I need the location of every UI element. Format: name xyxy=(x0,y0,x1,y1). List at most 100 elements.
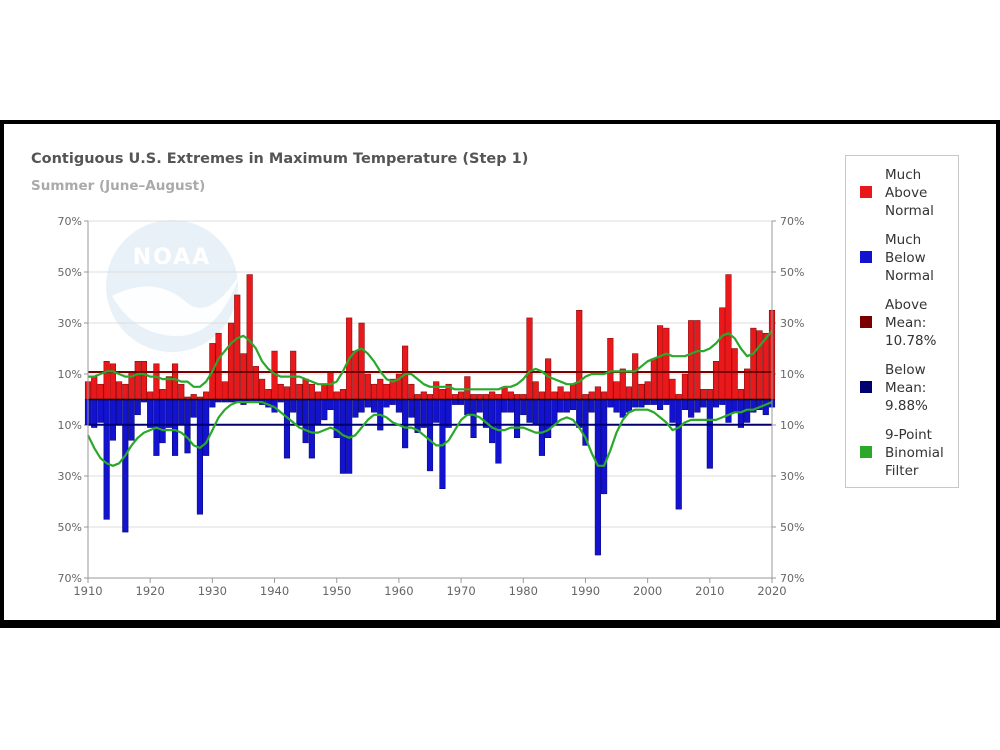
bar-much-above xyxy=(545,358,552,400)
y-tick-label-right: 10% xyxy=(780,368,804,381)
bar-much-below xyxy=(719,399,726,405)
y-tick-label-right: 10% xyxy=(780,419,804,432)
bar-much-above xyxy=(607,338,614,400)
y-tick-label-right: 70% xyxy=(780,572,804,585)
bar-much-above xyxy=(302,378,309,400)
bar-much-above xyxy=(147,391,154,400)
bar-much-below xyxy=(681,399,689,410)
y-tick-label: 70% xyxy=(58,215,82,228)
x-tick-label: 2020 xyxy=(757,584,786,598)
legend-swatch xyxy=(860,251,872,263)
legend-label-line: Mean: xyxy=(885,380,927,396)
bar-much-below xyxy=(165,399,172,428)
bar-much-below xyxy=(116,399,123,426)
bar-much-above xyxy=(737,389,744,400)
bar-much-below xyxy=(178,399,185,426)
bar-much-above xyxy=(744,368,751,400)
bar-much-below xyxy=(408,399,415,418)
bar-much-above xyxy=(588,391,595,400)
x-tick-label: 1960 xyxy=(384,584,413,598)
y-tick-label: 30% xyxy=(58,470,82,483)
legend-label-line: Normal xyxy=(885,268,934,284)
bar-much-below xyxy=(520,399,527,416)
bar-much-above xyxy=(234,294,241,400)
bar-much-above xyxy=(706,389,713,400)
y-tick-label: 10% xyxy=(58,419,82,432)
bar-much-above xyxy=(408,383,415,400)
bar-much-above xyxy=(675,394,682,400)
bar-much-above xyxy=(246,274,253,400)
bar-much-below xyxy=(607,399,614,408)
bar-much-below xyxy=(513,399,521,438)
bar-much-above xyxy=(315,391,322,400)
bar-much-below xyxy=(495,399,502,464)
bar-much-above xyxy=(619,368,626,400)
bar-much-below xyxy=(451,399,458,405)
legend-label-line: Above xyxy=(885,297,928,313)
y-tick-label: 50% xyxy=(58,266,82,279)
bar-much-above xyxy=(526,317,533,400)
bar-much-below xyxy=(632,399,639,408)
bar-much-below xyxy=(675,399,682,510)
bar-much-below xyxy=(762,399,769,416)
bar-much-below xyxy=(196,399,203,515)
legend-label-line: Binomial xyxy=(885,445,944,461)
legend-label-line: 10.78% xyxy=(885,333,937,349)
bar-much-above xyxy=(669,378,676,400)
bar-much-below xyxy=(290,399,297,413)
y-tick-label-right: 30% xyxy=(780,470,804,483)
bar-much-below xyxy=(91,399,98,428)
bar-much-above xyxy=(321,383,328,400)
x-tick-label: 2010 xyxy=(695,584,724,598)
legend-swatch xyxy=(860,446,872,458)
bar-much-below xyxy=(383,399,390,408)
bar-much-above xyxy=(650,358,657,400)
bar-much-above xyxy=(762,332,769,400)
bar-much-below xyxy=(358,399,365,413)
bar-much-below xyxy=(203,399,210,456)
bar-much-above xyxy=(663,327,670,400)
legend-label: Much Below Normal xyxy=(885,231,955,285)
bar-much-above xyxy=(203,391,210,400)
bar-much-below xyxy=(650,399,657,405)
filter-line-below xyxy=(87,401,773,467)
bar-much-above xyxy=(215,332,222,400)
bar-much-below xyxy=(159,399,166,444)
bar-much-above xyxy=(103,361,110,400)
y-tick-label-right: 70% xyxy=(780,215,804,228)
bar-much-below xyxy=(706,399,713,469)
bar-much-below xyxy=(501,399,508,413)
bar-much-below xyxy=(321,399,328,421)
x-tick-label: 1990 xyxy=(571,584,600,598)
chart-subtitle: Summer (June–August) xyxy=(31,178,206,194)
bar-much-above xyxy=(190,394,197,400)
bar-much-above xyxy=(576,310,583,400)
x-tick-label: 1950 xyxy=(322,584,351,598)
legend-label-line: Normal xyxy=(885,203,934,219)
bar-much-above xyxy=(439,389,446,400)
x-tick-label: 1930 xyxy=(198,584,227,598)
bar-much-below xyxy=(395,399,402,413)
bar-much-above xyxy=(489,391,496,400)
bar-much-below xyxy=(171,399,179,456)
bar-much-below xyxy=(694,399,701,413)
legend-label-line: Below xyxy=(885,362,926,378)
bar-much-above xyxy=(227,322,235,400)
bar-much-below xyxy=(103,399,110,520)
bar-much-above xyxy=(171,363,179,400)
y-tick-label: 30% xyxy=(58,317,82,330)
chart-legend: Much Above Normal Much Below Normal Above Mean:… xyxy=(845,155,959,488)
bar-much-below xyxy=(190,399,197,418)
bar-much-above xyxy=(122,383,129,400)
bar-much-above xyxy=(476,394,483,400)
chart-plot: NOAA 70% 70% 50% 50% 30% 30% 10% 10% 10% 10% 30% 30%… xyxy=(58,215,805,598)
bar-much-below xyxy=(657,399,664,410)
bar-much-below xyxy=(601,399,608,495)
x-tick-label: 1970 xyxy=(446,584,475,598)
bar-much-above xyxy=(644,381,651,400)
bar-much-above xyxy=(638,383,645,400)
x-tick-label: 2000 xyxy=(633,584,662,598)
bar-much-above xyxy=(377,378,384,400)
bar-much-below xyxy=(507,399,514,413)
bar-much-below xyxy=(619,399,626,418)
